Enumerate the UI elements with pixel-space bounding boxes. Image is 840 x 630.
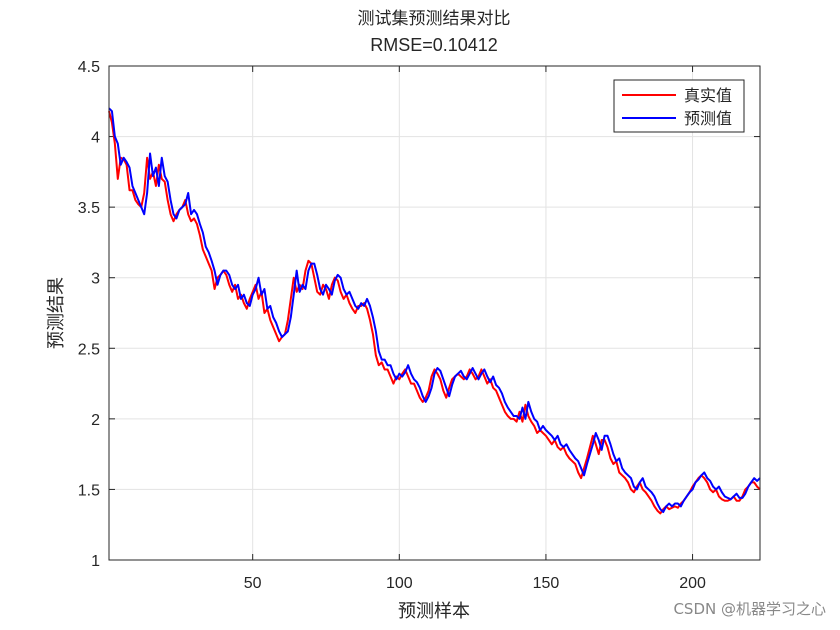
y-tick-label: 3 [91,271,100,288]
y-tick-label: 3.5 [78,200,100,217]
y-tick-label: 2.5 [78,341,100,358]
legend-label: 预测值 [684,109,732,128]
y-tick-label: 1.5 [78,482,100,499]
plot-area [109,66,760,560]
x-tick-label: 100 [386,575,413,592]
legend-label: 真实值 [684,86,732,105]
y-axis-label: 预测结果 [46,277,67,349]
series-line [108,110,761,515]
y-tick-label: 1 [91,553,100,570]
axes-frame [108,65,761,561]
series-line [108,107,761,514]
chart-title: 测试集预测结果对比 [358,9,511,29]
y-tick-label: 4 [91,130,100,147]
x-axis-label: 预测样本 [398,601,470,622]
chart-subtitle: RMSE=0.10412 [370,35,498,55]
x-tick-label: 200 [679,575,706,592]
y-tick-label: 4.5 [78,59,100,76]
x-tick-label: 150 [533,575,560,592]
watermark: CSDN @机器学习之心 [673,600,826,618]
y-tick-label: 2 [91,412,100,429]
legend-box [613,79,745,133]
x-tick-label: 50 [244,575,262,592]
